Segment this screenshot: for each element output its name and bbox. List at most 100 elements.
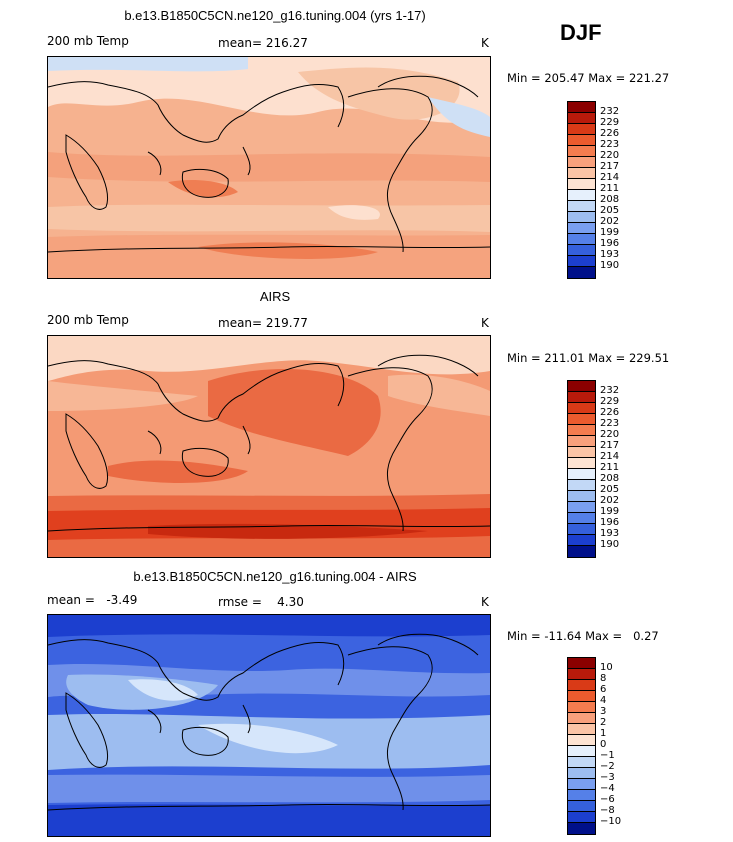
colorbar-swatch xyxy=(568,201,595,212)
season-label: DJF xyxy=(560,20,602,45)
colorbar-tick: 190 xyxy=(600,539,620,550)
colorbar-swatch xyxy=(568,212,595,223)
colorbar-tick: 217 xyxy=(600,440,620,451)
panel-1-units: K xyxy=(481,36,489,50)
colorbar-tick: 199 xyxy=(600,227,620,238)
colorbar-swatch xyxy=(568,757,595,768)
colorbar-swatch xyxy=(568,425,595,436)
panel-3-map xyxy=(47,614,491,837)
colorbar-swatch xyxy=(568,535,595,546)
colorbar-swatch xyxy=(568,146,595,157)
panel-1-colorbar-ticks: 232 229 226 223 220 217 214 211 208 205 … xyxy=(600,101,640,277)
colorbar-tick: 232 xyxy=(600,385,620,396)
colorbar-tick: 193 xyxy=(600,249,620,260)
colorbar-tick: 196 xyxy=(600,517,620,528)
colorbar-tick: 223 xyxy=(600,139,620,150)
colorbar-swatch xyxy=(568,234,595,245)
colorbar-tick: 1 xyxy=(600,728,607,739)
colorbar-tick: 226 xyxy=(600,128,620,139)
colorbar-swatch xyxy=(568,790,595,801)
colorbar-tick: 229 xyxy=(600,117,620,128)
colorbar-tick: 0 xyxy=(600,739,607,750)
colorbar-tick: −3 xyxy=(600,772,615,783)
colorbar-tick: −8 xyxy=(600,805,615,816)
colorbar-swatch xyxy=(568,458,595,469)
colorbar-swatch xyxy=(568,823,595,834)
colorbar-tick: 193 xyxy=(600,528,620,539)
panel-2-colorbar-ticks: 232 229 226 223 220 217 214 211 208 205 … xyxy=(600,380,640,556)
colorbar-swatch xyxy=(568,447,595,458)
colorbar-tick: −4 xyxy=(600,783,615,794)
colorbar-tick: 214 xyxy=(600,451,620,462)
colorbar-tick: 4 xyxy=(600,695,607,706)
colorbar-swatch xyxy=(568,812,595,823)
colorbar-tick: 208 xyxy=(600,473,620,484)
colorbar-swatch xyxy=(568,513,595,524)
colorbar-swatch xyxy=(568,524,595,535)
colorbar-tick: 232 xyxy=(600,106,620,117)
colorbar-swatch xyxy=(568,414,595,425)
colorbar-swatch xyxy=(568,480,595,491)
colorbar-swatch xyxy=(568,502,595,513)
colorbar-tick: 6 xyxy=(600,684,607,695)
colorbar-tick: 196 xyxy=(600,238,620,249)
panel-3-minmax: Min = -11.64 Max = 0.27 xyxy=(507,629,659,643)
colorbar-tick: −10 xyxy=(600,816,622,827)
colorbar-tick: 220 xyxy=(600,150,620,161)
colorbar-tick: 223 xyxy=(600,418,620,429)
colorbar-swatch xyxy=(568,102,595,113)
colorbar-swatch xyxy=(568,223,595,234)
colorbar-tick: 229 xyxy=(600,396,620,407)
colorbar-swatch xyxy=(568,168,595,179)
colorbar-tick: 10 xyxy=(600,662,613,673)
colorbar-tick: 199 xyxy=(600,506,620,517)
colorbar-swatch xyxy=(568,267,595,278)
colorbar-swatch xyxy=(568,469,595,480)
colorbar-tick: 2 xyxy=(600,717,607,728)
panel-1-title: b.e13.B1850C5CN.ne120_g16.tuning.004 (yr… xyxy=(124,8,426,23)
colorbar-swatch xyxy=(568,392,595,403)
panel-2-variable-label: 200 mb Temp xyxy=(47,313,129,327)
colorbar-tick: 190 xyxy=(600,260,620,271)
colorbar-swatch xyxy=(568,658,595,669)
panel-1-variable-label: 200 mb Temp xyxy=(47,34,129,48)
panel-1-minmax: Min = 205.47 Max = 221.27 xyxy=(507,71,670,85)
panel-3-units: K xyxy=(481,595,489,609)
colorbar-swatch xyxy=(568,801,595,812)
panel-2-units: K xyxy=(481,316,489,330)
colorbar-tick: 226 xyxy=(600,407,620,418)
colorbar-swatch xyxy=(568,713,595,724)
colorbar-swatch xyxy=(568,113,595,124)
colorbar-tick: 202 xyxy=(600,495,620,506)
colorbar-tick: 217 xyxy=(600,161,620,172)
colorbar-tick: −1 xyxy=(600,750,615,761)
colorbar-swatch xyxy=(568,691,595,702)
panel-3-mean-label: mean = -3.49 xyxy=(47,593,138,607)
panel-3-contour-field xyxy=(48,615,490,836)
panel-2-minmax: Min = 211.01 Max = 229.51 xyxy=(507,351,670,365)
colorbar-swatch xyxy=(568,381,595,392)
colorbar-swatch xyxy=(568,735,595,746)
colorbar-tick: 220 xyxy=(600,429,620,440)
colorbar-tick: 208 xyxy=(600,194,620,205)
colorbar-tick: −2 xyxy=(600,761,615,772)
panel-2-contour-field xyxy=(48,336,490,557)
panel-3-title: b.e13.B1850C5CN.ne120_g16.tuning.004 - A… xyxy=(133,569,417,584)
colorbar-swatch xyxy=(568,669,595,680)
colorbar-swatch xyxy=(568,135,595,146)
colorbar-swatch xyxy=(568,779,595,790)
panel-1-mean-label: mean= 216.27 xyxy=(218,36,308,50)
panel-2-coastlines xyxy=(48,354,490,532)
panel-2-map xyxy=(47,335,491,558)
panel-3-rmse-label: rmse = 4.30 xyxy=(218,595,304,609)
panel-3-coastlines xyxy=(48,633,490,811)
panel-1-colorbar xyxy=(567,101,596,279)
colorbar-swatch xyxy=(568,724,595,735)
colorbar-swatch xyxy=(568,403,595,414)
colorbar-swatch xyxy=(568,179,595,190)
panel-2-colorbar xyxy=(567,380,596,558)
panel-1-coastlines xyxy=(48,75,490,253)
panel-3-colorbar-ticks: 10 8 6 4 3 2 1 0 −1 −2 −3 −4 −6 −8 −10 xyxy=(600,657,640,833)
panel-3-colorbar xyxy=(567,657,596,835)
colorbar-swatch xyxy=(568,680,595,691)
